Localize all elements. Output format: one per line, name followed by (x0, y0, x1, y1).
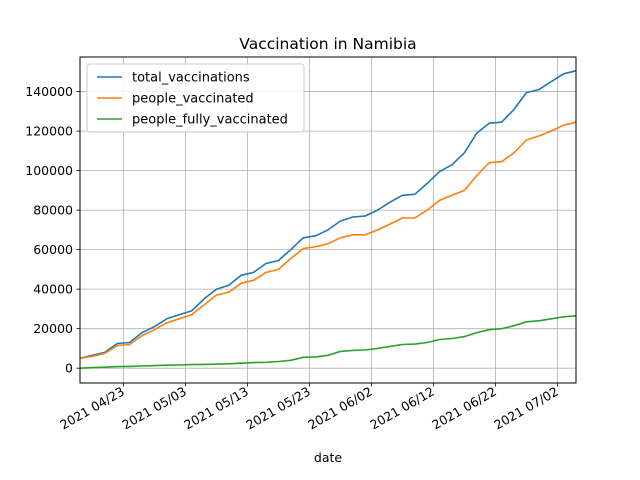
series-layer (79, 70, 577, 369)
legend-label: total_vaccinations (132, 71, 250, 86)
y-tick-label: 0 (65, 361, 73, 376)
y-tick-label: 20000 (33, 321, 73, 336)
y-axis: 0 20000 40000 60000 80000 100000 120000 140000 (25, 84, 80, 376)
x-axis-label: date (314, 450, 342, 465)
plot-frame (79, 56, 577, 384)
legend-label: people_vaccinated (132, 92, 254, 107)
series-line-people-vaccinated (79, 121, 577, 360)
series-line-total-vaccinations (79, 70, 577, 360)
legend: total_vaccinations people_vaccinatedpeopl… (86, 63, 305, 133)
chart-title: Vaccination in Namibia (239, 35, 416, 53)
y-tick-label: 80000 (33, 203, 73, 218)
legend-box (86, 63, 305, 133)
y-tick-label: 40000 (33, 282, 73, 297)
y-tick-label: 60000 (33, 242, 73, 257)
legend-label: people_fully_vaccinated (132, 113, 288, 128)
series-line-people-fully-vaccinated (79, 315, 577, 369)
y-tick-label: 120000 (25, 124, 73, 139)
y-tick-label: 140000 (25, 84, 73, 99)
y-tick-label: 100000 (25, 163, 73, 178)
